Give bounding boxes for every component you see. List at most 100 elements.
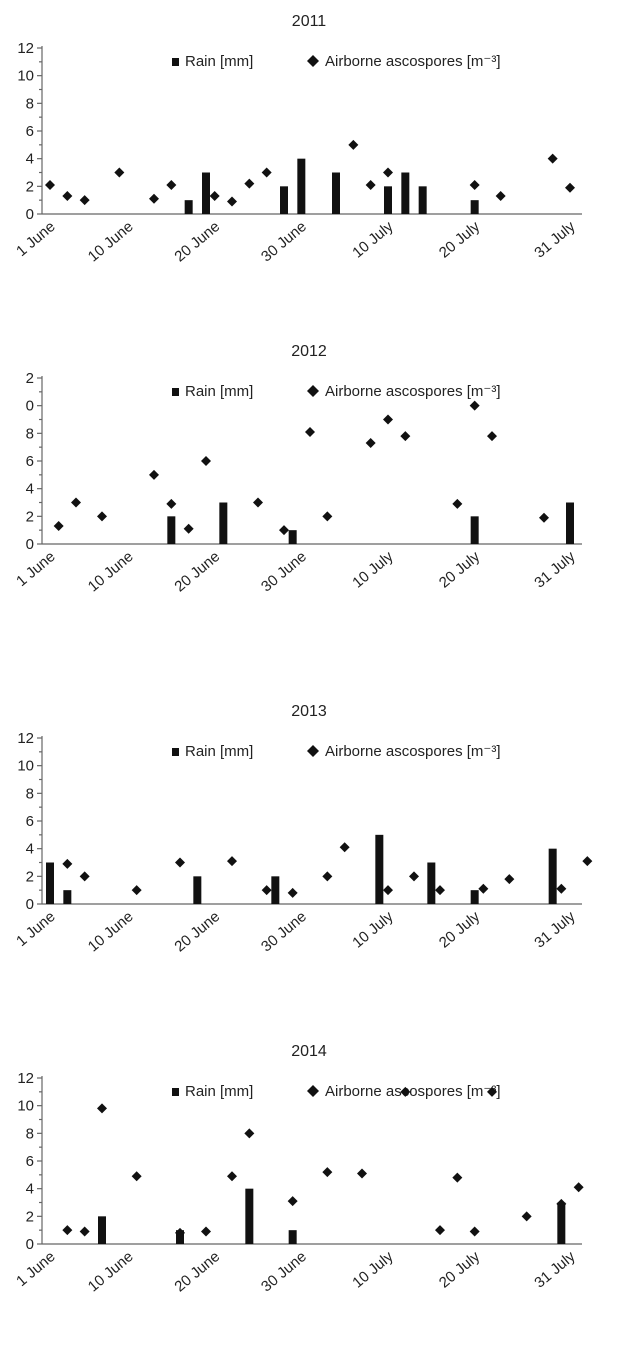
rain-bar: [375, 834, 384, 904]
rain-bar: [548, 848, 557, 904]
rain-bar: [288, 1230, 297, 1244]
y-tick-label: 8: [26, 1125, 34, 1142]
y-tick-label: 6: [26, 1153, 34, 1170]
ascospore-point: [62, 858, 73, 869]
x-tick-label: 10 June: [85, 548, 137, 595]
x-tick-label: 10 July: [349, 908, 397, 952]
x-tick-label: 30 June: [258, 908, 310, 955]
legend-rain-label: Rain [mm]: [185, 743, 253, 760]
ascospore-point: [504, 874, 515, 885]
x-tick-label: 20 June: [171, 218, 223, 265]
rain-bar: [193, 876, 202, 904]
rain-bar: [167, 516, 176, 544]
y-tick-label: 0: [26, 536, 34, 553]
ascospore-point: [400, 431, 411, 442]
y-tick-label: 2: [26, 178, 34, 195]
ascospore-point: [244, 1128, 255, 1139]
y-tick-label: 6: [26, 123, 34, 140]
legend-diamond-swatch: [307, 1085, 319, 1097]
ascospore-point: [521, 1211, 532, 1222]
legend-rain-label: Rain [mm]: [185, 383, 253, 400]
x-tick-label: 20 June: [171, 1248, 223, 1295]
ascospore-point: [209, 191, 220, 202]
ascospore-point: [131, 885, 142, 896]
ascospore-point: [261, 885, 272, 896]
x-tick-label: 31 July: [531, 218, 579, 262]
x-tick-label: 10 July: [349, 548, 397, 592]
rain-bar: [557, 1202, 566, 1244]
ascospore-point: [582, 856, 593, 867]
chart-title: 2011: [292, 13, 327, 30]
x-tick-label: 20 July: [436, 908, 484, 952]
ascospore-point: [261, 167, 272, 178]
y-tick-label: 2: [26, 1208, 34, 1225]
ascospore-point: [71, 497, 81, 508]
legend-diamond-swatch: [307, 55, 319, 67]
rain-bar: [566, 502, 574, 544]
ascospore-point: [487, 431, 497, 442]
ascospore-point: [339, 842, 350, 853]
y-tick-label: 0: [26, 206, 34, 223]
x-tick-label: 10 July: [349, 1248, 397, 1292]
ascospore-point: [45, 179, 55, 190]
ascospore-point: [79, 871, 90, 882]
ascospore-point: [452, 1172, 463, 1183]
chart-panel-2013: 2013 Rain [mm] Airborne ascospores [m⁻³] 0 2…: [13, 703, 593, 955]
ascospore-point: [227, 196, 237, 207]
x-tick-label: 1 June: [13, 218, 58, 260]
legend: Rain [mm] Airborne ascospores [m⁻³]: [172, 383, 500, 400]
ascospore-point: [322, 871, 333, 882]
ascospore-point: [62, 191, 73, 202]
rain-bar: [401, 172, 410, 214]
x-tick-label: 30 June: [258, 1248, 310, 1295]
y-tick-label: 8: [26, 785, 34, 802]
chart-title: 2014: [291, 1043, 327, 1060]
ascospore-point: [149, 193, 159, 204]
legend-ascospores-label: Airborne ascospores [m⁻³]: [325, 1083, 500, 1100]
x-tick-label: 31 July: [531, 1248, 579, 1292]
x-tick-label: 20 June: [171, 908, 223, 955]
y-tick-label: 6: [26, 813, 34, 830]
x-tick-label: 1 June: [13, 548, 58, 590]
y-tick-label: 12: [17, 1070, 34, 1087]
ascospore-point: [322, 511, 333, 522]
rain-bar: [297, 158, 306, 214]
rain-bar: [418, 186, 427, 214]
rain-bar: [332, 172, 340, 214]
legend: Rain [mm] Airborne ascospores [m⁻³]: [172, 743, 500, 760]
ascospore-point: [79, 1226, 90, 1237]
y-tick-label: 8: [26, 95, 34, 112]
ascospore-point: [149, 469, 159, 480]
y-tick-label: 4: [26, 481, 34, 498]
x-tick-label: 10 June: [85, 218, 137, 265]
ascospore-point: [556, 1198, 567, 1209]
y-tick-label: 0: [26, 398, 34, 415]
rain-bar: [470, 890, 479, 904]
rain-bar: [470, 200, 479, 214]
x-tick-label: 20 June: [171, 548, 223, 595]
ascospore-point: [383, 885, 393, 896]
ascospore-point: [287, 887, 298, 898]
chart-panel-2014: 2014 Rain [mm] Airborne ascospores [m⁻³] 0 2…: [13, 1043, 584, 1295]
y-tick-label: 0: [26, 1236, 34, 1253]
ascospore-point: [469, 179, 480, 190]
x-tick-label: 1 June: [13, 1248, 58, 1290]
y-tick-label: 4: [26, 841, 34, 858]
legend-bar-swatch: [172, 58, 179, 66]
legend: Rain [mm] Airborne ascospores [m⁻³]: [172, 53, 500, 70]
y-tick-label: 2: [26, 868, 34, 885]
rain-bar: [202, 172, 210, 214]
y-tick-label: 10: [17, 68, 34, 85]
legend-rain-label: Rain [mm]: [185, 53, 253, 70]
ascospore-point: [227, 1171, 237, 1182]
legend-bar-swatch: [172, 388, 179, 396]
legend-bar-swatch: [172, 748, 179, 756]
x-tick-label: 10 June: [85, 1248, 137, 1295]
ascospore-point: [469, 1226, 480, 1237]
ascospore-point: [452, 498, 463, 509]
ascospore-point: [539, 512, 549, 523]
ascospore-point: [279, 525, 289, 536]
rain-bar: [271, 876, 280, 904]
rain-bar: [427, 862, 436, 904]
